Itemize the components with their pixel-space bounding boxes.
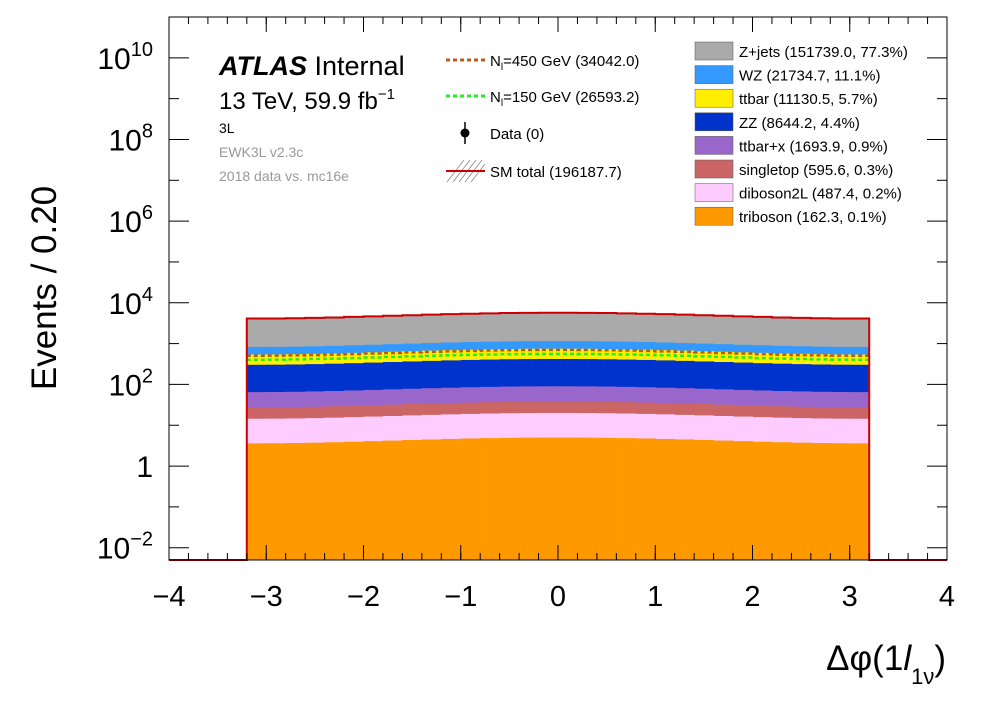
legend-label-zz: ZZ (8644.2, 4.4%): [739, 115, 860, 132]
sm-total-line: [169, 311, 947, 561]
legend-swatch-ttbar: [694, 88, 734, 108]
signal-line-n-450-gev: [246, 348, 870, 357]
x-tick-label: −4: [152, 581, 185, 613]
energy-label: 13 TeV, 59.9 fb: [219, 88, 378, 115]
bar-triboson-15: [538, 437, 559, 560]
bar-triboson-14: [519, 437, 540, 560]
signal-legend: Nl=450 GeV (34042.0) Nl=150 GeV (26593.2…: [446, 53, 639, 183]
bar-triboson-25: [733, 441, 754, 560]
axes: −4 −3 −2 −1 0 1 2 3 4 1010 108 106 104 102 1 10−2: [97, 16, 955, 613]
x-tick-label: −3: [250, 581, 283, 613]
x-tick-label: −1: [444, 581, 477, 613]
bar-triboson-8: [402, 440, 423, 560]
x-tick-label: −2: [347, 581, 380, 613]
legend-data-label: Data (0): [490, 126, 544, 143]
bar-triboson-24: [713, 440, 734, 560]
x-axis-label-var: l: [903, 639, 912, 678]
x-axis-label-close: ): [934, 639, 946, 678]
background-legend: Z+jets (151739.0, 77.3%) WZ (21734.7, 11.…: [694, 41, 908, 226]
y-axis-label: Events / 0.20: [25, 186, 64, 390]
x-axis-label-main: Δφ(1: [826, 639, 903, 678]
bar-triboson-27: [771, 442, 792, 560]
energy-exponent: −1: [378, 86, 395, 103]
stack-bars: [246, 312, 870, 560]
bar-triboson-10: [441, 438, 462, 560]
x-tick-label: 0: [550, 581, 566, 613]
bar-triboson-18: [596, 437, 617, 560]
signal-line-n-150-gev: [246, 352, 870, 361]
bar-triboson-6: [363, 441, 384, 560]
legend-swatch-z-jets: [694, 41, 734, 61]
bar-triboson-29: [810, 443, 831, 560]
svg-text:ATLAS Internal: ATLAS Internal: [218, 51, 405, 81]
legend-label-ttbar-x: ttbar+x (1693.9, 0.9%): [739, 138, 888, 155]
bar-triboson-23: [694, 440, 715, 560]
bar-triboson-2: [285, 443, 306, 560]
bar-triboson-11: [460, 438, 481, 560]
legend-swatch-wz: [694, 65, 734, 84]
legend-swatch-triboson: [694, 206, 734, 226]
bar-triboson-5: [344, 441, 365, 560]
x-axis-label-sub: 1ν: [911, 664, 934, 689]
legend-label-triboson: triboson (162.3, 0.1%): [739, 209, 887, 226]
sm-total: [169, 311, 947, 561]
legend-total-label: SM total (196187.7): [490, 164, 622, 181]
legend-label-diboson2l: diboson2L (487.4, 0.2%): [739, 186, 902, 203]
legend-swatch-ttbar-x: [694, 136, 734, 155]
legend-signal-450-label: Nl=450 GeV (34042.0): [490, 53, 639, 73]
region-label: 3L: [219, 120, 235, 136]
legend-label-singletop: singletop (595.6, 0.3%): [739, 162, 893, 179]
atlas-annotation: ATLAS Internal 13 TeV, 59.9 fb−1 3L EWK3…: [218, 51, 405, 184]
x-tick-label: 4: [939, 581, 955, 613]
x-tick-label: 2: [744, 581, 760, 613]
legend-signal-150-label: Nl=150 GeV (26593.2): [490, 89, 639, 109]
legend-swatch-diboson2l: [694, 183, 734, 202]
x-tick-label: 1: [647, 581, 663, 613]
bar-triboson-4: [324, 442, 345, 560]
bar-triboson-21: [655, 438, 676, 560]
bar-triboson-16: [558, 437, 579, 560]
bar-triboson-13: [499, 437, 520, 560]
legend-total-swatch: [446, 159, 486, 183]
x-axis-label: Δφ(1l1ν): [826, 639, 946, 689]
atlas-label: ATLAS: [218, 51, 307, 81]
y-tick-label: 1010: [97, 39, 153, 76]
bar-triboson-0: [246, 443, 267, 560]
y-tick-label: 106: [109, 202, 154, 239]
legend-label-z-jets: Z+jets (151739.0, 77.3%): [739, 44, 908, 61]
y-tick-label: 108: [109, 120, 154, 157]
legend-label-wz: WZ (21734.7, 11.1%): [739, 68, 880, 85]
bar-triboson-3: [305, 442, 326, 560]
bar-triboson-1: [266, 443, 287, 560]
legend-label-ttbar: ttbar (11130.5, 5.7%): [739, 91, 878, 108]
svg-text:13 TeV, 59.9 fb−1: 13 TeV, 59.9 fb−1: [219, 86, 395, 115]
y-tick-label: 104: [109, 284, 154, 321]
bar-triboson-17: [577, 437, 598, 560]
legend-data-marker: [460, 128, 470, 138]
signal-lines: [246, 348, 870, 361]
bar-triboson-7: [382, 440, 403, 560]
bar-triboson-28: [791, 442, 812, 560]
y-tick-label: 102: [109, 365, 154, 402]
bar-triboson-12: [480, 438, 501, 560]
bar-triboson-30: [830, 443, 851, 560]
bar-triboson-22: [674, 439, 695, 560]
bar-triboson-26: [752, 441, 773, 560]
y-tick-label: 10−2: [97, 529, 153, 566]
version-label: EWK3L v2.3c: [219, 144, 303, 160]
bar-triboson-19: [616, 438, 637, 560]
dataset-label: 2018 data vs. mc16e: [219, 168, 349, 184]
bar-triboson-20: [635, 438, 656, 560]
bar-triboson-9: [421, 439, 442, 560]
y-tick-label: 1: [136, 451, 153, 484]
legend-swatch-singletop: [694, 159, 734, 179]
x-tick-label: 3: [842, 581, 858, 613]
bar-triboson-31: [849, 443, 870, 560]
internal-label: Internal: [315, 51, 405, 81]
legend-swatch-zz: [694, 112, 734, 132]
